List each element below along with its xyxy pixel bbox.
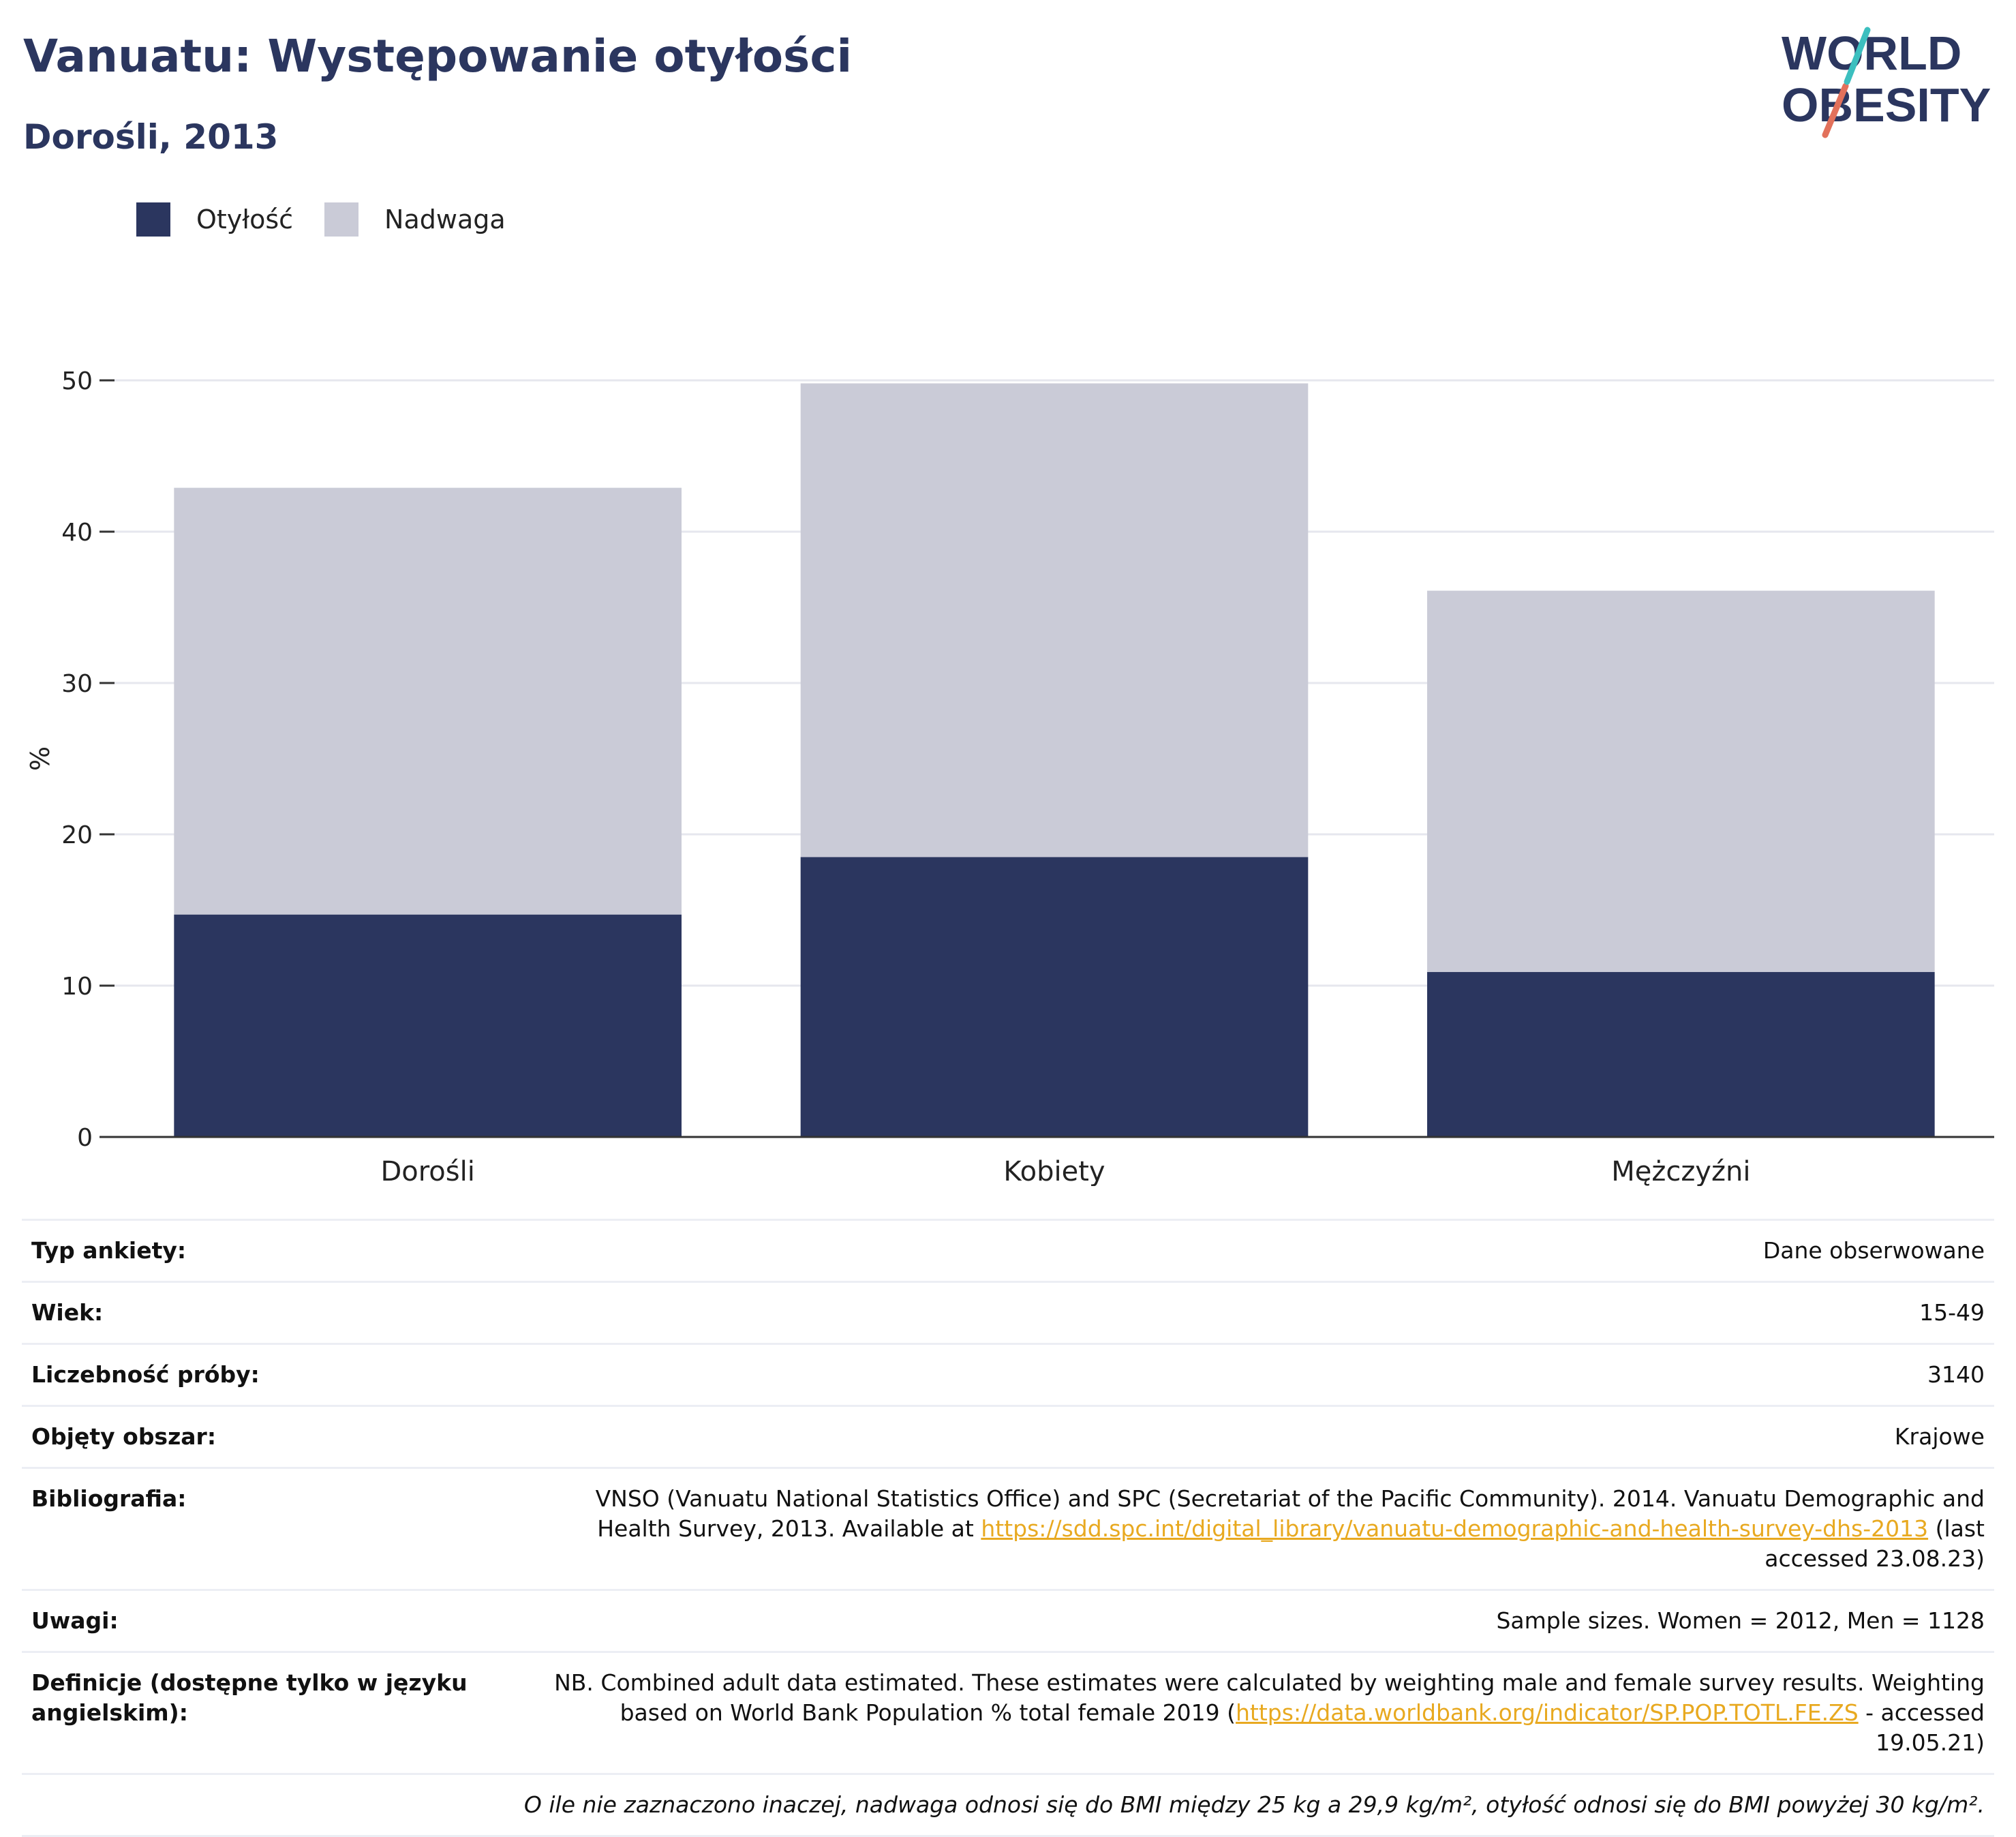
y-tick-label: 0 [77, 1124, 93, 1152]
info-value: Dane obserwowane [532, 1219, 1994, 1282]
bar-overweight [174, 487, 682, 915]
info-row-sample-size: Liczebność próby: 3140 [22, 1343, 1994, 1406]
info-value: NB. Combined adult data estimated. These… [532, 1651, 1994, 1774]
legend-label-overweight: Nadwaga [384, 204, 506, 234]
x-tick-label: Mężczyźni [1611, 1156, 1750, 1186]
info-table: Typ ankiety: Dane obserwowane Wiek: 15-4… [22, 1219, 1994, 1837]
info-row-footnote: O ile nie zaznaczono inaczej, nadwaga od… [22, 1773, 1994, 1837]
info-value: Krajowe [532, 1405, 1994, 1468]
bar-obesity [174, 914, 682, 1137]
chart-subtitle: Dorośli, 2013 [23, 117, 279, 157]
bmi-footnote: O ile nie zaznaczono inaczej, nadwaga od… [22, 1773, 1994, 1837]
bibliography-accessed: (last accessed 23.08.23) [1765, 1515, 1985, 1572]
legend: Otyłość Nadwaga [136, 202, 537, 237]
chart-title: Vanuatu: Występowanie otyłości [23, 30, 853, 82]
info-label: Typ ankiety: [22, 1219, 532, 1282]
info-value: 15-49 [532, 1281, 1994, 1344]
bar-obesity [800, 857, 1309, 1137]
logo-slash-lower [1822, 82, 1849, 138]
info-label: Objęty obszar: [22, 1405, 532, 1468]
info-label: Wiek: [22, 1281, 532, 1344]
y-axis-label: % [25, 746, 55, 771]
info-label: Liczebność próby: [22, 1343, 532, 1406]
info-label: Bibliografia: [22, 1467, 532, 1590]
info-value: 3140 [532, 1343, 1994, 1406]
y-tick-label: 20 [61, 821, 93, 849]
bar-chart: 0 10 20 30 40 50% Dorośli Kobiety Mężczyźni [25, 367, 1994, 1186]
logo-line1: WORLD [1782, 27, 1961, 80]
x-tick-label: Kobiety [1003, 1156, 1105, 1186]
legend-item-obesity[interactable]: Otyłość [136, 202, 293, 237]
info-value: VNSO (Vanuatu National Statistics Office… [532, 1467, 1994, 1590]
legend-swatch-obesity [136, 202, 170, 237]
x-tick-label: Dorośli [380, 1156, 474, 1186]
legend-item-overweight[interactable]: Nadwaga [324, 202, 506, 237]
info-label: Definicje (dostępne tylko w języku angie… [22, 1651, 532, 1774]
info-label: Uwagi: [22, 1589, 532, 1652]
info-row-notes: Uwagi: Sample sizes. Women = 2012, Men =… [22, 1589, 1994, 1652]
logo-slash-upper [1844, 27, 1871, 85]
logo-line2: OBESITY [1782, 78, 1991, 132]
definitions-text: NB. Combined adult data estimated. These… [554, 1669, 1985, 1726]
definitions-accessed: - accessed 19.05.21) [1858, 1699, 1985, 1756]
info-row-area: Objęty obszar: Krajowe [22, 1405, 1994, 1468]
y-tick-label: 40 [61, 519, 93, 547]
bibliography-text: VNSO (Vanuatu National Statistics Office… [595, 1485, 1985, 1542]
bar-overweight [800, 383, 1309, 857]
world-obesity-logo: WORLD OBESITY [1782, 27, 1991, 138]
y-tick-label: 10 [61, 973, 93, 1001]
definitions-link[interactable]: https://data.worldbank.org/indicator/SP.… [1236, 1699, 1859, 1726]
y-tick-label: 30 [61, 670, 93, 698]
bibliography-link[interactable]: https://sdd.spc.int/digital_library/vanu… [981, 1515, 1929, 1542]
info-row-survey-type: Typ ankiety: Dane obserwowane [22, 1219, 1994, 1282]
info-row-age: Wiek: 15-49 [22, 1281, 1994, 1344]
info-row-bibliography: Bibliografia: VNSO (Vanuatu National Sta… [22, 1467, 1994, 1590]
legend-swatch-overweight [324, 202, 359, 237]
y-tick-label: 50 [61, 367, 93, 395]
legend-label-obesity: Otyłość [196, 204, 294, 234]
info-row-definitions: Definicje (dostępne tylko w języku angie… [22, 1651, 1994, 1774]
info-value: Sample sizes. Women = 2012, Men = 1128 [532, 1589, 1994, 1652]
bar-overweight [1427, 590, 1935, 973]
bar-obesity [1427, 972, 1935, 1137]
